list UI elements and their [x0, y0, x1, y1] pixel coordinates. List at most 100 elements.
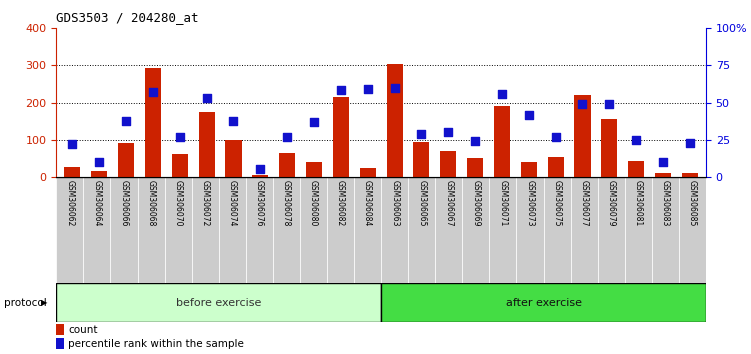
Bar: [520, 162, 537, 177]
Bar: [655, 172, 671, 177]
Point: [415, 131, 427, 137]
Text: GSM306071: GSM306071: [499, 180, 508, 227]
Text: GSM306070: GSM306070: [173, 180, 182, 227]
Bar: [354, 177, 381, 283]
Text: GSM306082: GSM306082: [336, 180, 345, 227]
Text: GSM306065: GSM306065: [418, 180, 427, 227]
Bar: [333, 97, 349, 177]
Text: GSM306084: GSM306084: [363, 180, 372, 227]
Point: [496, 92, 508, 97]
Text: count: count: [68, 325, 98, 335]
Bar: [279, 153, 295, 177]
Point: [388, 85, 400, 91]
Text: GSM306076: GSM306076: [255, 180, 264, 227]
Point: [120, 118, 132, 123]
Point: [469, 138, 481, 144]
Point: [93, 159, 105, 165]
Bar: [381, 283, 706, 322]
Bar: [682, 172, 698, 177]
Text: GSM306069: GSM306069: [472, 180, 481, 227]
Bar: [56, 324, 64, 335]
Bar: [494, 106, 510, 177]
Point: [550, 134, 562, 140]
Bar: [598, 177, 625, 283]
Bar: [273, 177, 300, 283]
Point: [362, 86, 374, 91]
Text: GSM306062: GSM306062: [65, 180, 74, 227]
Text: protocol: protocol: [4, 298, 47, 308]
Text: after exercise: after exercise: [505, 298, 581, 308]
Text: GSM306073: GSM306073: [526, 180, 535, 227]
Bar: [300, 177, 327, 283]
Text: percentile rank within the sample: percentile rank within the sample: [68, 339, 244, 349]
Bar: [463, 177, 490, 283]
Bar: [602, 119, 617, 177]
Bar: [413, 142, 430, 177]
Bar: [145, 68, 161, 177]
Bar: [490, 177, 517, 283]
Bar: [198, 112, 215, 177]
Bar: [83, 177, 110, 283]
Text: GSM306083: GSM306083: [661, 180, 670, 227]
Bar: [192, 177, 219, 283]
Bar: [652, 177, 679, 283]
Text: GSM306080: GSM306080: [309, 180, 318, 227]
Bar: [544, 177, 571, 283]
Bar: [436, 177, 463, 283]
Point: [228, 118, 240, 124]
Bar: [409, 177, 436, 283]
Point: [255, 166, 267, 172]
Bar: [56, 283, 381, 322]
Bar: [56, 338, 64, 349]
Bar: [110, 177, 137, 283]
Bar: [118, 143, 134, 177]
Text: before exercise: before exercise: [176, 298, 261, 308]
Text: GSM306081: GSM306081: [634, 180, 643, 227]
Bar: [225, 140, 242, 177]
Bar: [252, 175, 268, 177]
Bar: [440, 151, 457, 177]
Bar: [360, 168, 376, 177]
Text: GSM306063: GSM306063: [391, 180, 400, 227]
Text: GSM306072: GSM306072: [201, 180, 210, 227]
Point: [442, 130, 454, 135]
Bar: [56, 177, 83, 283]
Bar: [679, 177, 706, 283]
Bar: [306, 162, 322, 177]
Bar: [467, 159, 483, 177]
Point: [66, 142, 78, 147]
Point: [523, 112, 535, 118]
Point: [201, 95, 213, 101]
Text: GSM306067: GSM306067: [445, 180, 454, 227]
Text: GSM306085: GSM306085: [688, 180, 697, 227]
Point: [657, 159, 669, 165]
Point: [577, 101, 589, 107]
Point: [603, 101, 615, 107]
Bar: [387, 64, 403, 177]
Bar: [172, 154, 188, 177]
Point: [335, 87, 347, 92]
Point: [173, 134, 185, 140]
Point: [281, 135, 293, 140]
Bar: [91, 171, 107, 177]
Bar: [219, 177, 246, 283]
Text: GSM306079: GSM306079: [607, 180, 616, 227]
Bar: [327, 177, 354, 283]
Text: GSM306066: GSM306066: [119, 180, 128, 227]
Text: GSM306068: GSM306068: [146, 180, 155, 227]
Bar: [628, 161, 644, 177]
Bar: [547, 156, 564, 177]
Bar: [571, 177, 598, 283]
Text: GSM306074: GSM306074: [228, 180, 237, 227]
Bar: [381, 177, 409, 283]
Text: GSM306075: GSM306075: [553, 180, 562, 227]
Bar: [517, 177, 544, 283]
Point: [630, 137, 642, 143]
Point: [308, 119, 320, 125]
Text: GSM306078: GSM306078: [282, 180, 291, 227]
Bar: [625, 177, 652, 283]
Bar: [575, 95, 590, 177]
Text: GDS3503 / 204280_at: GDS3503 / 204280_at: [56, 11, 199, 24]
Bar: [246, 177, 273, 283]
Text: ▶: ▶: [41, 298, 47, 307]
